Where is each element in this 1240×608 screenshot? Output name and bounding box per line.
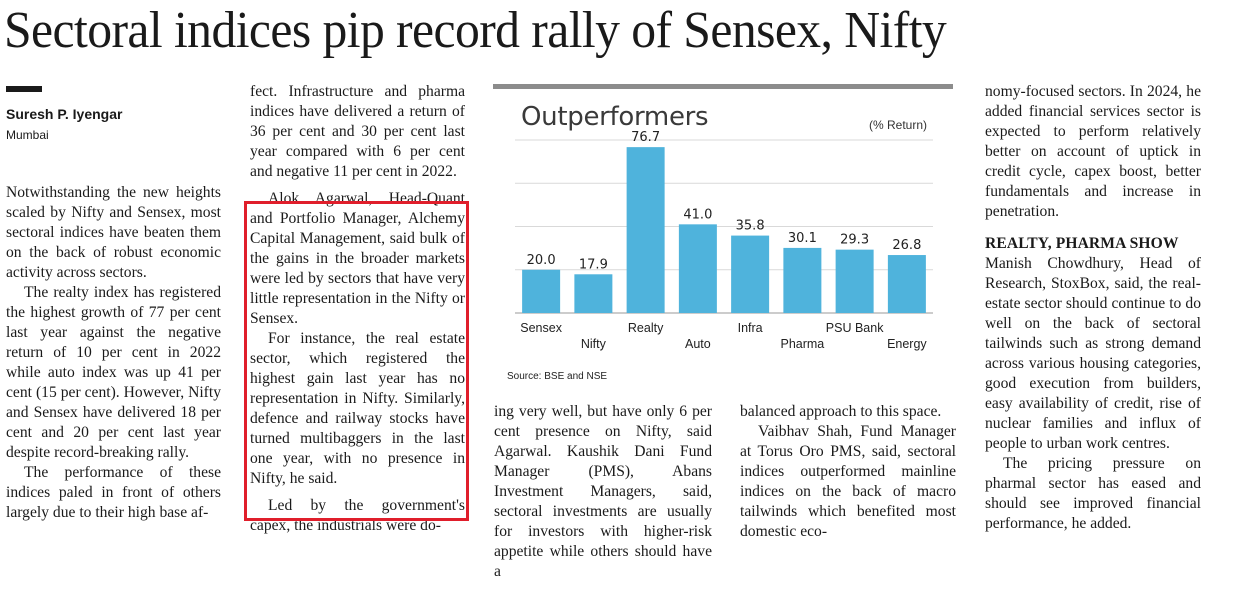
data-label: 20.0 xyxy=(527,253,556,268)
paragraph: fect. Infrastructure and pharma indices … xyxy=(250,83,465,180)
bar-nifty xyxy=(574,274,613,313)
chart-title: Outperformers xyxy=(521,102,709,132)
data-label: 35.8 xyxy=(736,219,765,234)
category-label: Infra xyxy=(738,321,763,335)
paragraph: balanced approach to this space. xyxy=(740,403,942,420)
column-4: balanced approach to this space. Vaibhav… xyxy=(740,402,956,542)
data-label: 26.8 xyxy=(892,238,921,253)
paragraph: The realty index has registered the high… xyxy=(6,284,221,461)
chart-top-rule xyxy=(493,84,953,89)
bar-pharma xyxy=(783,247,822,313)
highlight-box xyxy=(244,201,469,521)
bar-infra xyxy=(731,235,770,313)
column-5: nomy-focused sectors. In 2024, he added … xyxy=(985,82,1201,534)
paragraph: Vaibhav Shah, Fund Manager at Torus Oro … xyxy=(740,423,956,540)
paragraph: The pricing pressure on pharmal sector h… xyxy=(985,455,1201,532)
dateline: Mumbai xyxy=(6,128,49,142)
byline: Suresh P. Iyengar xyxy=(6,106,123,122)
paragraph: ing very well, but have only 6 per cent … xyxy=(494,403,712,580)
chart-outperformers: 20.0 Sensex 17.9 Nifty 76.7 Realty 41.0 Auto 35.… xyxy=(493,84,953,394)
paragraph: Led by the government's capex, the indus… xyxy=(250,497,465,534)
category-label: Pharma xyxy=(780,337,824,351)
chart-source: Source: BSE and NSE xyxy=(507,371,608,382)
paragraph: Alok Agarwal, Head-Quant and Portfolio M… xyxy=(250,190,465,327)
column-2: fect. Infrastructure and pharma indices … xyxy=(250,82,465,536)
category-label: Energy xyxy=(887,337,927,351)
bar-realty xyxy=(626,147,665,313)
paragraph: nomy-focused sectors. In 2024, he added … xyxy=(985,83,1201,220)
paragraph: Manish Chowdhury, Head of Research, Stox… xyxy=(985,255,1201,452)
bar-psu-bank xyxy=(835,249,874,313)
column-3: ing very well, but have only 6 per cent … xyxy=(494,402,712,582)
data-label: 76.7 xyxy=(631,130,660,145)
column-1: Notwithstanding the new heights scaled b… xyxy=(6,183,221,523)
category-label: PSU Bank xyxy=(826,321,884,335)
chart-unit-note: (% Return) xyxy=(868,118,927,132)
headline: Sectoral indices pip record rally of Sen… xyxy=(4,2,947,59)
data-label: 17.9 xyxy=(579,257,608,272)
bar-auto xyxy=(678,224,717,313)
data-label: 29.3 xyxy=(840,233,869,248)
paragraph: For instance, the real estate sector, wh… xyxy=(250,330,465,487)
category-label: Sensex xyxy=(520,321,562,335)
data-label: 41.0 xyxy=(683,207,712,222)
byline-rule xyxy=(6,86,42,92)
category-label: Realty xyxy=(628,321,664,335)
bar-energy xyxy=(887,255,926,313)
category-label: Auto xyxy=(685,337,711,351)
bar-chart: 20.0 Sensex 17.9 Nifty 76.7 Realty 41.0 Auto 35.… xyxy=(515,130,933,351)
bar-sensex xyxy=(522,269,561,313)
subhead: REALTY, PHARMA SHOW xyxy=(985,235,1179,252)
category-label: Nifty xyxy=(581,337,607,351)
paragraph: Notwithstanding the new heights scaled b… xyxy=(6,184,221,281)
data-label: 30.1 xyxy=(788,231,817,246)
paragraph: The performance of these indices paled i… xyxy=(6,464,221,521)
